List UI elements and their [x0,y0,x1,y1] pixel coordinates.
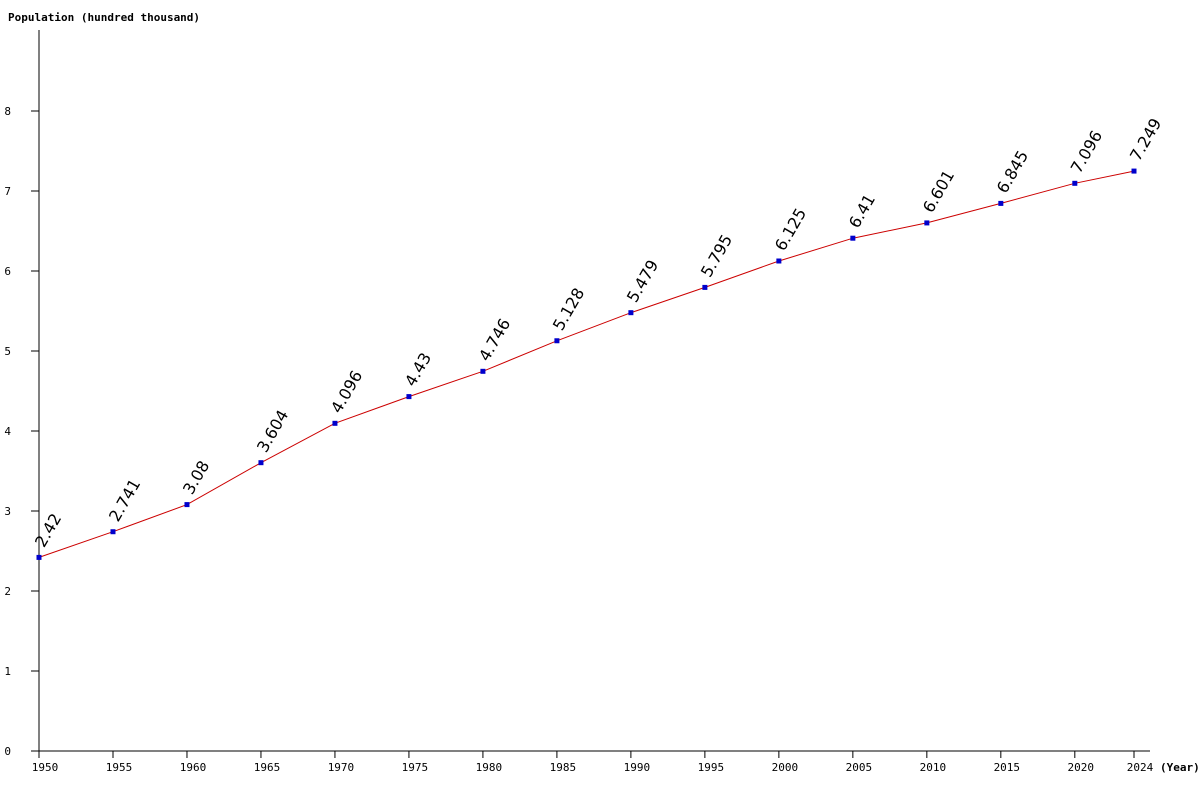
data-label: 6.125 [771,205,810,254]
data-point-markers [36,168,1137,560]
x-tick-label: 2015 [994,761,1021,774]
data-label: 6.601 [919,167,958,216]
data-point-marker [258,460,264,466]
x-tick-label: 2010 [920,761,947,774]
data-label: 3.08 [179,457,213,497]
x-tick-label: 1985 [550,761,577,774]
x-tick-label: 1955 [106,761,133,774]
data-label: 4.43 [401,349,435,389]
y-tick-label: 3 [4,505,11,518]
data-label: 2.741 [105,476,144,525]
data-label: 6.41 [845,191,879,231]
x-tick-label: 1980 [476,761,503,774]
data-point-marker [406,394,412,400]
y-tick-label: 1 [4,665,11,678]
data-point-marker [924,220,930,226]
data-point-marker [628,310,634,316]
data-label: 7.096 [1067,127,1106,176]
x-tick-label: 2005 [846,761,873,774]
x-tick-label: 1975 [402,761,429,774]
y-tick-label: 0 [4,745,11,758]
data-label: 6.845 [993,147,1032,196]
data-label: 4.096 [327,367,366,416]
x-tick-label: 2020 [1068,761,1095,774]
data-point-marker [776,258,782,264]
data-point-marker [184,502,190,508]
data-label: 5.795 [697,231,736,280]
x-tick-label: 1965 [254,761,281,774]
data-point-marker [850,235,856,241]
data-point-marker [480,368,486,374]
x-axis-ticks: 1950 1955 1960 1965 1970 1975 1980 1985 1990 1995… [32,751,1154,774]
data-label: 7.249 [1126,115,1165,164]
data-point-marker [332,420,338,426]
data-labels: 2.42 2.741 3.08 3.604 4.096 4.43 4.746 5.128 5.4… [31,115,1165,550]
x-tick-label: 1990 [624,761,651,774]
y-axis-ticks: 0 1 2 3 4 5 6 7 8 [4,105,39,758]
data-point-marker [998,200,1004,206]
x-tick-label: 2000 [772,761,799,774]
data-point-marker [554,338,560,344]
y-tick-label: 8 [4,105,11,118]
x-tick-label: 1995 [698,761,725,774]
x-tick-label: 1970 [328,761,355,774]
data-point-marker [110,529,116,535]
data-label: 4.746 [475,315,514,364]
y-tick-label: 5 [4,345,11,358]
data-point-marker [1072,180,1078,186]
data-point-marker [1131,168,1137,174]
x-axis-title: (Year) [1160,761,1200,774]
y-tick-label: 7 [4,185,11,198]
data-label: 5.479 [623,257,662,306]
data-label: 2.42 [31,510,65,550]
y-tick-label: 4 [4,425,11,438]
y-tick-label: 6 [4,265,11,278]
population-series-line [38,170,1135,558]
data-point-marker [702,284,708,290]
x-tick-label: 1960 [180,761,207,774]
data-label: 3.604 [253,407,292,456]
y-tick-label: 2 [4,585,11,598]
x-tick-label: 2024 [1127,761,1154,774]
y-axis-title: Population (hundred thousand) [8,11,200,24]
x-tick-label: 1950 [32,761,59,774]
data-point-marker [36,554,42,560]
data-label: 5.128 [549,285,588,334]
